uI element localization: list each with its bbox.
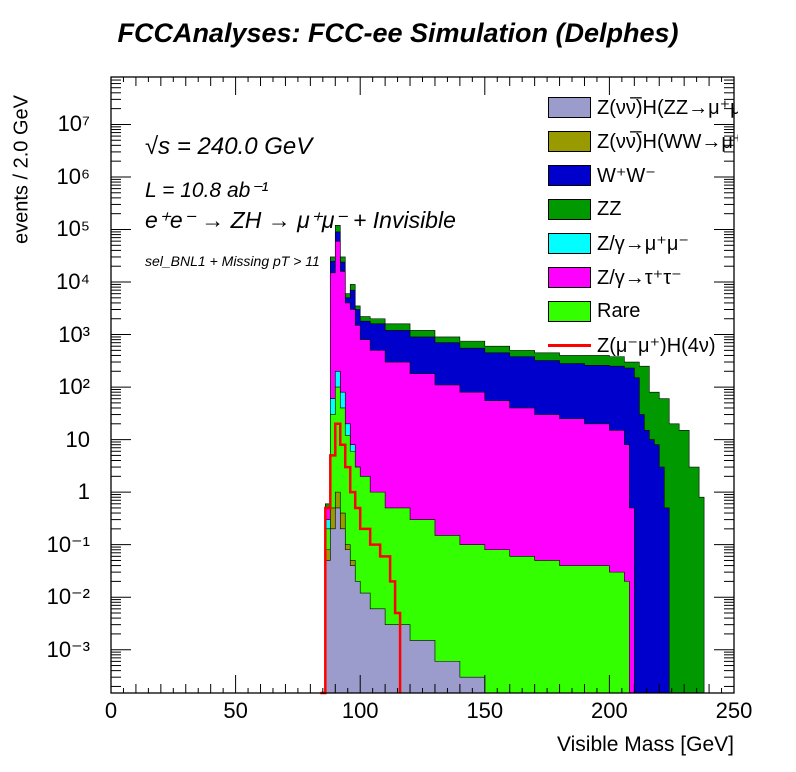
legend-swatch [548, 300, 591, 322]
axis-frame [110, 76, 735, 694]
series-z-h-4 [320, 422, 402, 695]
y-tick-label: 10⁷ [57, 111, 90, 137]
selection-label: sel_BNL1 + Missing pT > 11 [145, 253, 320, 269]
legend-item: Z(νν̅)H(WW→μ⁺νμ⁻ν̅) [548, 126, 738, 156]
y-axis-title: events / 2.0 GeV [10, 95, 33, 244]
legend-label: ZZ [597, 197, 622, 220]
x-axis-title: Visible Mass [GeV] [556, 733, 734, 756]
legend-item: ZZ [548, 194, 738, 224]
y-tick-label: 1 [77, 479, 90, 505]
y-tick-label: 10⁻¹ [46, 531, 90, 557]
legend-swatch [548, 130, 591, 152]
legend-label: Z/γ→μ⁺μ⁻ [597, 232, 689, 255]
legend: Z(νν̅)H(ZZ→μ⁺μ⁻νν̅) Z(νν̅)H(WW→μ⁺νμ⁻ν̅) W⁺… [548, 92, 738, 362]
chart-title: FCCAnalyses: FCC-ee Simulation (Delphes) [117, 18, 679, 48]
legend-swatch [548, 198, 591, 220]
energy-label: √s = 240.0 GeV [145, 133, 313, 160]
legend-item: Rare [548, 296, 738, 326]
legend-item: Z(μ⁻μ⁺)H(4ν) [548, 330, 738, 360]
x-tick-label: 100 [341, 698, 379, 723]
legend-item: W⁺W⁻ [548, 160, 738, 190]
legend-swatch [548, 164, 591, 186]
y-tick-label: 10⁻² [46, 584, 90, 610]
legend-label: Z(μ⁻μ⁺)H(4ν) [597, 334, 716, 357]
y-tick-label: 10³ [58, 321, 90, 347]
legend-swatch [548, 266, 591, 288]
y-tick-label: 10 [65, 426, 90, 452]
y-tick-label: 10⁶ [56, 163, 90, 189]
legend-label: Z(νν̅)H(WW→μ⁺νμ⁻ν̅) [597, 130, 738, 153]
stacked-series-layer [320, 225, 705, 695]
legend-item: Z/γ→μ⁺μ⁻ [548, 228, 738, 258]
legend-label: Rare [597, 299, 641, 322]
legend-swatch [548, 343, 591, 347]
luminosity-label: L = 10.8 ab⁻¹ [145, 179, 269, 202]
legend-swatch [548, 96, 591, 118]
y-tick-label: 10⁵ [56, 216, 90, 242]
legend-item: Z/γ→τ⁺τ⁻ [548, 262, 738, 292]
y-tick-label: 10⁴ [56, 269, 90, 295]
y-tick-label: 10⁻³ [46, 636, 90, 662]
y-tick-label: 10² [58, 374, 90, 400]
x-tick-label: 0 [104, 698, 118, 723]
x-tick-label: 200 [591, 698, 628, 723]
x-tick-label: 150 [466, 698, 504, 723]
legend-swatch [548, 232, 591, 254]
legend-item: Z(νν̅)H(ZZ→μ⁺μ⁻νν̅) [548, 92, 738, 122]
legend-label: W⁺W⁻ [597, 164, 656, 187]
series-z-h-zz-cumulative [320, 507, 486, 694]
series-rare-cumulative [320, 386, 630, 694]
legend-label: Z(νν̅)H(ZZ→μ⁺μ⁻νν̅) [597, 96, 738, 119]
legend-label: Z/γ→τ⁺τ⁻ [597, 266, 682, 289]
x-tick-label: 50 [223, 698, 248, 723]
x-tick-label: 250 [715, 698, 753, 723]
process-label: e⁺e⁻ → ZH → μ⁺μ⁻ + Invisible [145, 207, 456, 233]
